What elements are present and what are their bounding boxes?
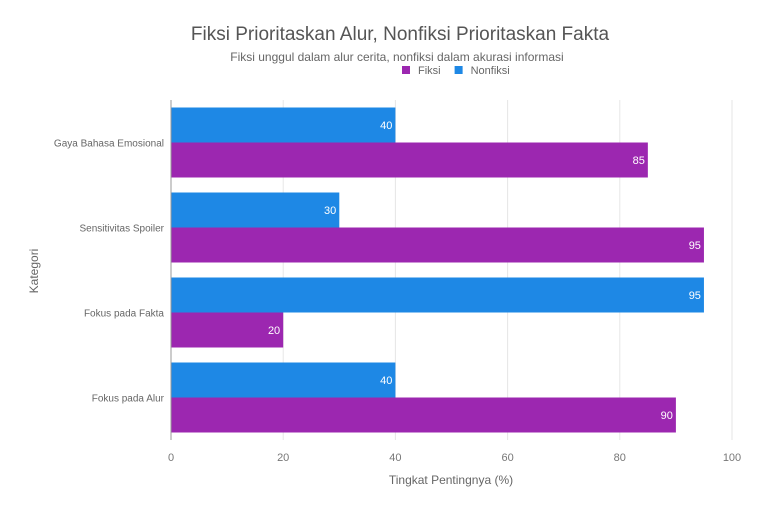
x-tick-label: 40 bbox=[389, 452, 401, 464]
x-tick-label: 20 bbox=[277, 452, 289, 464]
x-axis-label: Tingkat Pentingnya (%) bbox=[389, 473, 513, 487]
bar-fiksi bbox=[171, 227, 704, 263]
y-tick-label: Fokus pada Fakta bbox=[84, 309, 164, 320]
y-tick-label: Fokus pada Alur bbox=[92, 394, 165, 405]
data-label: 30 bbox=[324, 205, 336, 217]
legend-label: Nonfiksi bbox=[471, 65, 510, 77]
x-tick-label: 100 bbox=[723, 452, 741, 464]
data-label: 95 bbox=[689, 290, 701, 302]
x-tick-label: 80 bbox=[614, 452, 626, 464]
bar-nonfiksi bbox=[171, 107, 396, 143]
y-tick-label: Sensitivitas Spoiler bbox=[80, 224, 165, 235]
chart-title: Fiksi Prioritaskan Alur, Nonfiksi Priori… bbox=[191, 24, 610, 45]
x-tick-labels: 0 20 40 60 80 100 bbox=[168, 452, 741, 464]
bar-fiksi bbox=[171, 142, 648, 178]
bar-nonfiksi bbox=[171, 192, 340, 228]
x-tick-label: 60 bbox=[501, 452, 513, 464]
legend-label: Fiksi bbox=[418, 65, 441, 77]
data-label: 95 bbox=[689, 240, 701, 252]
data-label: 40 bbox=[380, 375, 392, 387]
data-label: 20 bbox=[268, 325, 280, 337]
y-tick-label: Gaya Bahasa Emosional bbox=[54, 139, 164, 150]
chart-subtitle: Fiksi unggul dalam alur cerita, nonfiksi… bbox=[230, 50, 563, 64]
legend: Fiksi Nonfiksi bbox=[402, 65, 510, 77]
x-tick-label: 0 bbox=[168, 452, 174, 464]
data-label: 90 bbox=[661, 410, 673, 422]
legend-swatch-nonfiksi bbox=[454, 66, 463, 74]
y-tick-labels: Gaya Bahasa Emosional Sensitivitas Spoile… bbox=[54, 139, 165, 405]
bar-nonfiksi bbox=[171, 277, 704, 313]
bars: 40 85 30 95 95 20 40 90 bbox=[171, 107, 704, 433]
y-axis-label: Kategori bbox=[27, 249, 41, 294]
bar-nonfiksi bbox=[171, 362, 396, 398]
bar-fiksi bbox=[171, 397, 676, 433]
data-label: 85 bbox=[633, 155, 645, 167]
bar-fiksi bbox=[171, 312, 284, 348]
legend-swatch-fiksi bbox=[402, 66, 410, 74]
data-label: 40 bbox=[380, 120, 392, 132]
